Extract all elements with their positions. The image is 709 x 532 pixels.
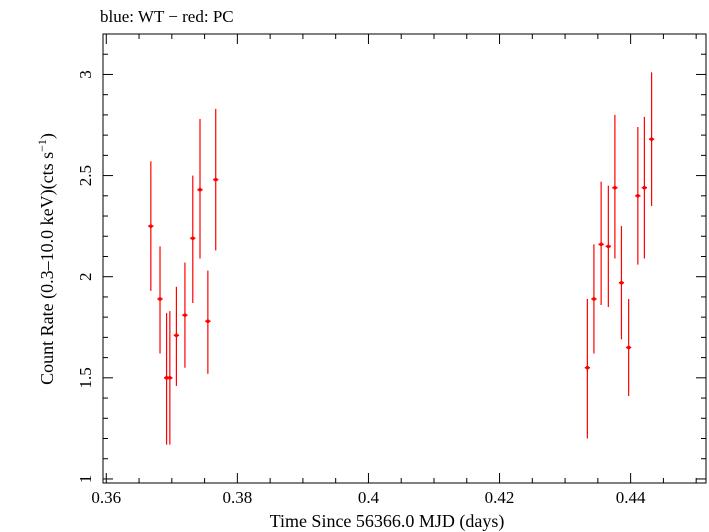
y-tick-label: 2 (76, 272, 95, 281)
data-point (618, 226, 625, 340)
data-point (612, 114, 618, 259)
x-tick-label: 0.44 (616, 488, 646, 507)
x-axis-label: Time Since 56366.0 MJD (days) (270, 511, 505, 532)
point-marker (606, 244, 611, 249)
point-marker (649, 137, 654, 141)
x-tick-label: 0.4 (358, 488, 380, 507)
point-marker (585, 365, 590, 370)
point-marker (190, 236, 195, 241)
data-point (197, 118, 203, 259)
point-marker (599, 242, 603, 247)
y-axis-label-superscript: −1 (35, 139, 49, 152)
data-point (584, 298, 590, 439)
point-marker (149, 224, 153, 228)
data-point (641, 116, 648, 259)
data-point (173, 286, 180, 386)
point-marker (642, 185, 647, 190)
data-point (598, 181, 604, 306)
data-point (591, 244, 597, 354)
point-marker (213, 177, 218, 182)
x-tick-label: 0.38 (222, 488, 252, 507)
point-marker (206, 319, 210, 323)
data-point (182, 262, 188, 368)
point-marker (626, 345, 631, 350)
point-marker (198, 187, 202, 192)
y-tick-label: 1.5 (76, 367, 95, 388)
point-marker (183, 313, 187, 317)
plot-frame (102, 33, 707, 484)
point-marker (613, 185, 617, 190)
point-marker (619, 280, 624, 285)
chart-title: blue: WT − red: PC (100, 7, 234, 26)
x-axis-tick-labels: 0.36 0.38 0.4 0.42 0.44 (91, 488, 646, 507)
y-tick-label: 3 (76, 70, 95, 79)
x-tick-label: 0.36 (91, 488, 121, 507)
y-axis-label-main: Count Rate (0.3–10.0 keV)(cts s (37, 152, 58, 385)
point-marker (158, 297, 162, 301)
data-point (190, 175, 196, 303)
y-axis-label-close: ) (37, 133, 58, 139)
point-marker (168, 376, 172, 380)
data-point (205, 270, 211, 374)
y-axis-tick-labels: 1 1.5 2 2.5 3 (76, 70, 95, 483)
point-marker (592, 297, 596, 301)
point-marker (164, 376, 169, 380)
data-point (148, 161, 154, 291)
data-point (648, 72, 655, 206)
data-point (213, 108, 219, 251)
point-marker (636, 194, 640, 198)
y-axis-label: Count Rate (0.3–10.0 keV)(cts s−1) (35, 133, 58, 385)
y-tick-label: 1 (76, 475, 95, 484)
y-tick-label: 2.5 (76, 165, 95, 186)
point-marker (174, 333, 179, 338)
data-point (635, 127, 641, 265)
x-tick-label: 0.42 (485, 488, 515, 507)
x-axis-ticks (105, 34, 697, 483)
data-points (148, 72, 655, 445)
data-point (605, 185, 611, 308)
data-point (167, 311, 173, 445)
y-axis-ticks (103, 33, 706, 480)
data-point (157, 246, 163, 354)
data-point (626, 298, 632, 397)
